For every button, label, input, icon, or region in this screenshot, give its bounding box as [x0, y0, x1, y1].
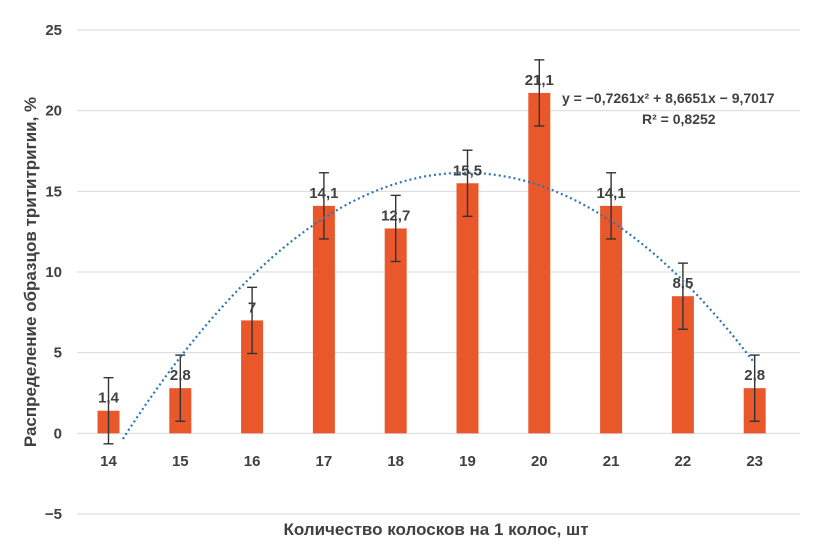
x-tick-label: 22 [675, 453, 692, 470]
x-tick-label: 14 [100, 453, 117, 470]
error-bar [390, 194, 401, 263]
trendline-curve [121, 171, 756, 440]
error-bar [677, 262, 688, 330]
bar [528, 92, 551, 434]
x-tick-label: 21 [603, 453, 620, 470]
data-labels: 1,4 2,8 7 14,1 12,7 15,5 21,1 14,1 8,5 2,8 [98, 72, 765, 407]
bar [312, 205, 335, 434]
error-bar [462, 149, 473, 218]
y-tick-label: 20 [45, 103, 62, 120]
data-label: 14,1 [309, 185, 338, 202]
x-tick-label: 23 [746, 453, 763, 470]
x-tick-label: 17 [316, 453, 333, 470]
error-bar [103, 376, 114, 445]
trendline-r2: R² = 0,8252 [642, 111, 716, 127]
data-label: 15,5 [453, 162, 482, 179]
bar [241, 320, 264, 434]
data-label: 14,1 [596, 185, 625, 202]
error-bar [606, 172, 617, 240]
bar [671, 296, 694, 434]
error-bar [247, 286, 258, 355]
bar [600, 205, 623, 434]
y-axis-ticks: −5 0 5 10 15 20 25 [45, 22, 62, 523]
x-tick-label: 19 [459, 453, 476, 470]
data-label: 21,1 [525, 72, 554, 89]
y-axis-title: Распределение образцов трититригии, % [21, 97, 40, 447]
x-axis-ticks: 14 15 16 17 18 19 20 21 22 23 [100, 453, 763, 470]
x-tick-label: 20 [531, 453, 548, 470]
y-tick-label: 5 [54, 345, 62, 362]
error-bar [749, 354, 760, 422]
gridlines [77, 29, 800, 515]
x-axis-title: Количество колосков на 1 колос, шт [283, 520, 588, 539]
error-bar [318, 172, 329, 240]
x-tick-label: 15 [172, 453, 189, 470]
data-label: 12,7 [381, 207, 410, 224]
data-label: 7 [248, 299, 256, 316]
bars [97, 92, 766, 434]
error-bar [175, 354, 186, 422]
y-tick-label: 0 [54, 425, 62, 442]
data-label: 1,4 [98, 390, 120, 407]
y-tick-label: 15 [45, 183, 62, 200]
error-bar [534, 59, 545, 127]
x-tick-label: 16 [244, 453, 261, 470]
y-tick-label: 10 [45, 264, 62, 281]
y-tick-label: 25 [45, 22, 62, 39]
x-tick-label: 18 [387, 453, 404, 470]
bar [384, 228, 407, 434]
bar [456, 183, 479, 434]
data-label: 2,8 [170, 367, 191, 384]
error-bars [103, 59, 760, 445]
y-tick-label: −5 [45, 506, 62, 523]
data-label: 8,5 [672, 275, 693, 292]
trendline [121, 171, 756, 440]
trendline-equation: y = −0,7261x² + 8,6651x − 9,7017 [562, 90, 775, 106]
data-label: 2,8 [744, 367, 765, 384]
